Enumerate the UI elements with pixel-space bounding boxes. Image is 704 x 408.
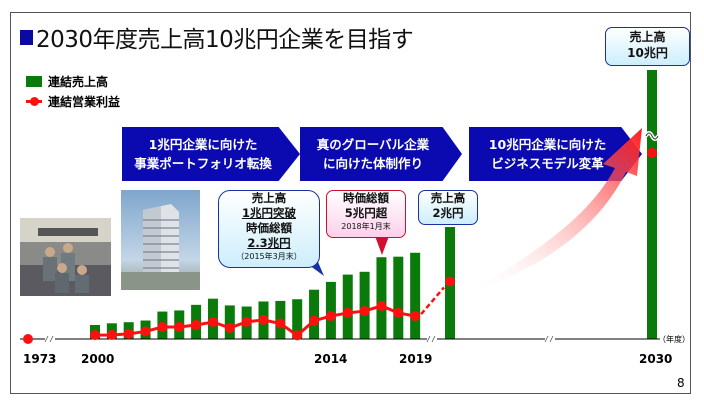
profit-point-2003 (140, 326, 151, 337)
x-unit-label: （年度） (658, 335, 690, 344)
target-2030-line1: 売上高 (629, 30, 666, 44)
workers-photo-illustration (20, 218, 111, 293)
axis-break-gap-0 (45, 334, 55, 344)
callout-sales-1trillion: 売上高 1兆円突破 時価総額 2.3兆円 （2015年3月末） (218, 190, 320, 268)
target-2020-box: 売上高 2兆円 (418, 190, 478, 225)
title-text: 2030年度売上高10兆円企業を目指す (36, 27, 414, 53)
legend-sales-label: 連結売上高 (48, 75, 109, 89)
profit-point-2018 (393, 307, 404, 318)
sales-bar-2018 (393, 256, 404, 339)
phase-arrow-1: 1兆円企業に向けた 事業ポートフォリオ転換 (122, 127, 300, 181)
sales-bar-2012 (292, 299, 303, 339)
profit-forecast-dashed-arrow (420, 286, 445, 315)
axis-break-gap-1 (427, 334, 437, 344)
profit-point-2011 (275, 318, 286, 329)
profit-point-2013 (309, 315, 320, 326)
slide-frame (10, 12, 691, 394)
sales-bar-2030 (647, 70, 657, 339)
target-2020-line2: 2兆円 (432, 206, 464, 220)
target-2020-line1: 売上高 (430, 191, 466, 205)
legend-profit-label: 連結営業利益 (48, 95, 121, 109)
profit-point-2030 (647, 148, 657, 158)
profit-point-2000 (90, 330, 100, 341)
tick-1973: 1973 (23, 352, 57, 366)
phase-3-label: 10兆円企業に向けた ビジネスモデル変革 (488, 137, 607, 171)
target-2030-box: 売上高 10兆円 (605, 27, 690, 66)
profit-point-2006 (191, 319, 202, 330)
callout-1-line1: 売上高 (251, 191, 287, 205)
profit-point-2016 (359, 306, 370, 317)
red-line-dot-icon (26, 96, 42, 107)
axis-break-mark-2 (544, 335, 554, 343)
phase-1-label: 1兆円企業に向けた 事業ポートフォリオ転換 (134, 137, 272, 171)
sales-bar-2019 (410, 252, 421, 339)
phase-arrow-2: 真のグローバル企業 に向けた体制作り (300, 127, 462, 181)
green-square-icon (26, 76, 42, 87)
profit-point-2017 (376, 300, 387, 311)
profit-point-2012 (292, 330, 303, 341)
legend-profit: 連結営業利益 (26, 93, 120, 110)
callout-2-note: 2018年1月末 (341, 222, 391, 231)
sales-bar-2016 (359, 271, 370, 339)
profit-point-2019 (410, 311, 421, 322)
profit-point-2015 (342, 307, 353, 318)
axis-break-mark-0 (44, 335, 54, 343)
phase-arrow-3: 10兆円企業に向けた ビジネスモデル変革 (469, 127, 642, 181)
profit-point-2008 (224, 322, 235, 333)
tick-2019: 2019 (399, 352, 433, 366)
slide-title: 2030年度売上高10兆円企業を目指す (20, 20, 414, 54)
callout-1-line2: 1兆円突破 (241, 206, 296, 220)
early-factory-photo (20, 218, 111, 296)
growth-curve-arrow (470, 128, 642, 292)
callout-1-note: （2015年3月末） (236, 252, 302, 261)
headquarters-building-photo (121, 190, 200, 290)
callout-1-line4: 2.3兆円 (247, 236, 291, 250)
sales-bar-2015 (342, 274, 353, 339)
sales-bar-2014 (325, 281, 336, 339)
building-illustration (121, 204, 200, 290)
callout-2-tail (375, 236, 389, 255)
profit-point-2007 (207, 317, 218, 327)
sales-bar-2008 (224, 305, 235, 339)
page-number: 8 (677, 376, 685, 390)
phase-2-label: 真のグローバル企業 に向けた体制作り (316, 137, 430, 171)
axis-break-mark-1 (426, 335, 436, 343)
profit-point-2009 (241, 316, 252, 327)
profit-point-2020 (445, 276, 455, 287)
tick-2000: 2000 (81, 352, 115, 366)
sales-bar-2013 (309, 289, 320, 339)
bar-break-mark-outline (645, 132, 659, 140)
profit-point-2010 (258, 314, 269, 325)
callout-1-line3: 時価総額 (246, 221, 292, 235)
profit-point-2014 (325, 311, 336, 322)
callout-2-line2: 5兆円超 (344, 206, 388, 220)
profit-point-2005 (174, 322, 185, 332)
profit-point-1973 (23, 334, 33, 344)
axis-break-gap-2 (545, 334, 555, 344)
title-square-icon (20, 29, 33, 45)
profit-point-2001 (106, 329, 117, 340)
tick-2030: 2030 (639, 352, 673, 366)
legend-sales: 連結売上高 (26, 73, 108, 90)
profit-point-2002 (123, 328, 134, 339)
target-2030-line2: 10兆円 (627, 46, 668, 60)
profit-point-2004 (157, 322, 168, 332)
tick-2014: 2014 (314, 352, 348, 366)
callout-2-line1: 時価総額 (343, 191, 389, 205)
callout-market-cap-5trillion: 時価総額 5兆円超 2018年1月末 (326, 190, 406, 238)
sales-bar-2017 (376, 257, 387, 339)
